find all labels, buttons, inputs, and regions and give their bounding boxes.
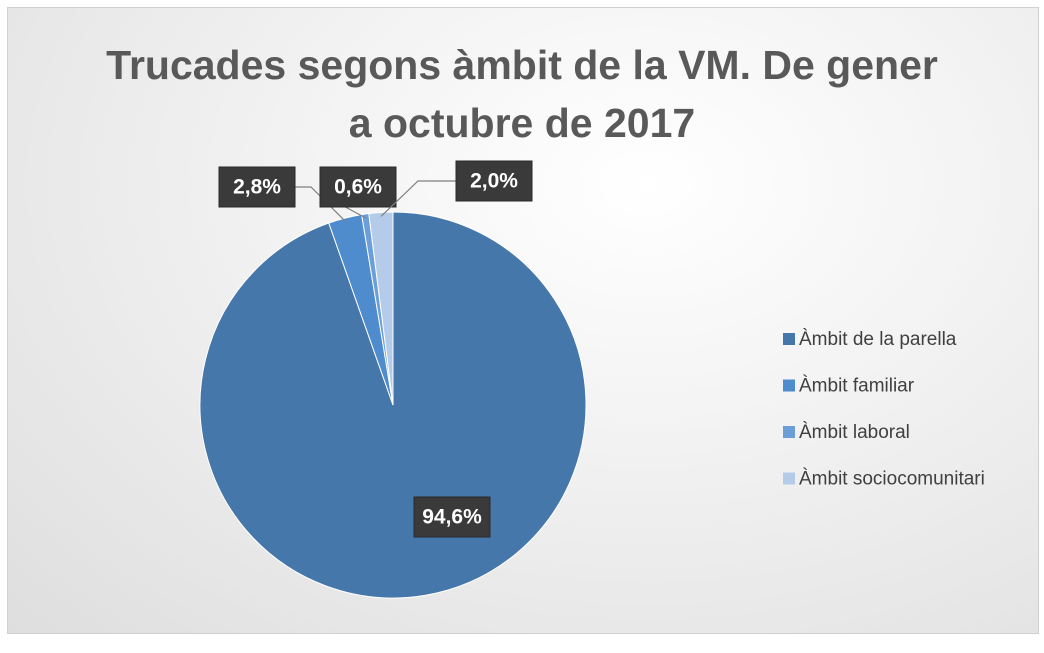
chart-title: Trucades segons àmbit de la VM. De gener… [106,42,938,146]
legend-swatch [783,426,795,438]
data-label-box [319,166,397,208]
legend-label: Àmbit laboral [799,422,910,443]
data-label: 94,6% [422,506,482,529]
leader-line [293,186,347,223]
legend-swatch [783,333,795,345]
leader-line [380,180,458,217]
legend-swatch [783,472,795,485]
legend-label: Àmbit familiar [799,376,915,397]
legend-label: Àmbit de la parella [799,329,957,350]
data-label: 0,6% [334,176,382,199]
data-label-box [218,166,296,208]
data-label: 2,0% [470,170,518,193]
legend-swatch [783,379,795,392]
legend-label: Àmbit sociocomunitari [799,469,985,490]
data-label-box [413,496,491,538]
data-label-box [455,160,533,202]
data-label: 2,8% [233,176,281,199]
pie-slice [368,211,394,406]
